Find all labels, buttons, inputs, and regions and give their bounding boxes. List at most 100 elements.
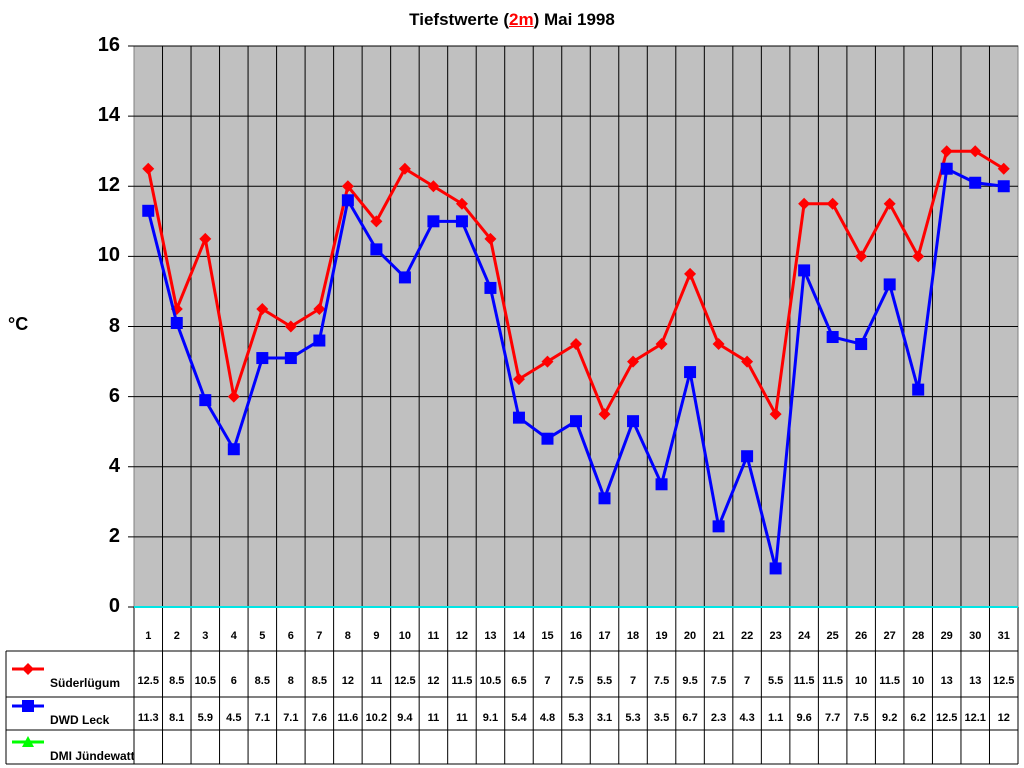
- diamond-marker-icon: [341, 180, 354, 193]
- y-tick-label: 2: [108, 524, 120, 547]
- table-cell: 12.5: [394, 675, 416, 687]
- table-cell: 12: [341, 675, 354, 687]
- diamond-marker-icon: [741, 355, 754, 368]
- diamond-marker-icon: [427, 180, 440, 193]
- square-marker-icon: [855, 338, 868, 351]
- table-cell: 8.5: [311, 675, 327, 687]
- y-tick-label: 6: [108, 384, 120, 407]
- table-cell: 1.1: [767, 712, 784, 724]
- day-header: 14: [512, 630, 526, 642]
- y-tick-label: 10: [97, 244, 120, 267]
- diamond-marker-icon: [598, 408, 611, 421]
- table-cell: 13: [940, 675, 953, 687]
- day-header: 4: [230, 630, 237, 642]
- day-header: 16: [569, 630, 583, 642]
- y-axis-label: °C: [8, 314, 29, 334]
- table-cell: 12.5: [137, 675, 159, 687]
- y-tick-label: 14: [97, 104, 120, 127]
- square-marker-icon: [712, 520, 725, 533]
- diamond-marker-icon: [855, 250, 868, 263]
- square-marker-icon: [455, 215, 468, 228]
- diamond-marker-icon: [256, 302, 269, 315]
- day-header: 29: [940, 630, 953, 642]
- table-cell: 5.3: [568, 712, 584, 724]
- table-cell: 12: [427, 675, 440, 687]
- table-cell: 11.5: [793, 675, 815, 687]
- day-header: 30: [969, 630, 982, 642]
- table-cell: 7: [744, 675, 751, 687]
- square-marker-icon: [969, 176, 982, 189]
- table-cell: 5.4: [511, 712, 527, 724]
- day-header: 23: [769, 630, 782, 642]
- title-suffix: ) Mai 1998: [533, 10, 615, 29]
- square-marker-icon: [912, 383, 925, 396]
- table-cell: 4.8: [539, 712, 556, 724]
- diamond-marker-icon: [484, 232, 497, 245]
- square-marker-icon: [341, 194, 354, 207]
- square-marker-icon: [484, 281, 497, 294]
- table-cell: 12: [997, 712, 1010, 724]
- table-cell: 8.5: [254, 675, 270, 687]
- table-cell: 5.9: [197, 712, 213, 724]
- table-cell: 7.5: [853, 712, 869, 724]
- table-cell: 5.5: [767, 675, 784, 687]
- square-marker-icon: [826, 331, 839, 344]
- table-cell: 11: [456, 712, 468, 724]
- square-marker-icon: [997, 180, 1010, 193]
- diamond-marker-icon: [284, 320, 297, 333]
- table-cell: 8.5: [169, 675, 185, 687]
- day-header: 18: [626, 630, 640, 642]
- y-tick-label: 12: [97, 174, 120, 197]
- day-header: 15: [541, 630, 554, 642]
- day-header: 21: [712, 630, 725, 642]
- table-cell: 4.5: [226, 712, 242, 724]
- square-marker-icon: [627, 415, 640, 428]
- table-cell: 7: [544, 675, 551, 687]
- day-header: 12: [455, 630, 469, 642]
- table-cell: 13: [969, 675, 982, 687]
- square-marker-icon: [684, 366, 697, 379]
- table-cell: 10.2: [365, 712, 388, 724]
- day-header: 25: [826, 630, 839, 642]
- table-cell: 9.2: [882, 712, 898, 724]
- legend-diamond-icon: [22, 663, 34, 675]
- square-marker-icon: [598, 492, 611, 505]
- diamond-marker-icon: [541, 355, 554, 368]
- y-tick-label: 16: [97, 34, 120, 56]
- square-marker-icon: [427, 215, 440, 228]
- table-cell: 9.6: [796, 712, 812, 724]
- title-highlight: 2m: [508, 10, 534, 29]
- square-marker-icon: [541, 432, 554, 445]
- diamond-marker-icon: [142, 162, 155, 175]
- table-cell: 7: [629, 675, 637, 687]
- title-prefix: Tiefstwerte (: [409, 10, 509, 29]
- table-cell: 3.5: [653, 712, 670, 724]
- table-cell: 10: [855, 675, 868, 687]
- table-cell: 6.7: [682, 712, 698, 724]
- table-cell: 10.5: [479, 675, 502, 687]
- square-marker-icon: [256, 352, 269, 365]
- table-cell: 7.5: [710, 675, 727, 687]
- legend-triangle-icon: [22, 736, 34, 747]
- day-header: 6: [287, 630, 294, 642]
- table-cell: 12.5: [935, 712, 958, 724]
- legend-label: Süderlügum: [50, 676, 121, 690]
- day-header: 8: [344, 630, 351, 642]
- table-cell: 6.2: [910, 712, 926, 724]
- day-header: 20: [683, 630, 697, 642]
- table-cell: 9.1: [482, 712, 499, 724]
- table-cell: 3.1: [596, 712, 613, 724]
- day-header: 24: [797, 630, 811, 642]
- table-cell: 11.6: [337, 712, 359, 724]
- legend-square-icon: [22, 700, 34, 712]
- day-header: 2: [173, 630, 180, 642]
- table-cell: 2.3: [710, 712, 727, 724]
- day-header: 1: [145, 630, 152, 642]
- table-cell: 12.5: [993, 675, 1015, 687]
- table-cell: 7.5: [568, 675, 584, 687]
- diamond-marker-icon: [940, 145, 953, 158]
- y-tick-label: 4: [108, 454, 120, 477]
- table-cell: 9.5: [682, 675, 698, 687]
- diamond-marker-icon: [655, 338, 668, 351]
- diamond-marker-icon: [769, 408, 782, 421]
